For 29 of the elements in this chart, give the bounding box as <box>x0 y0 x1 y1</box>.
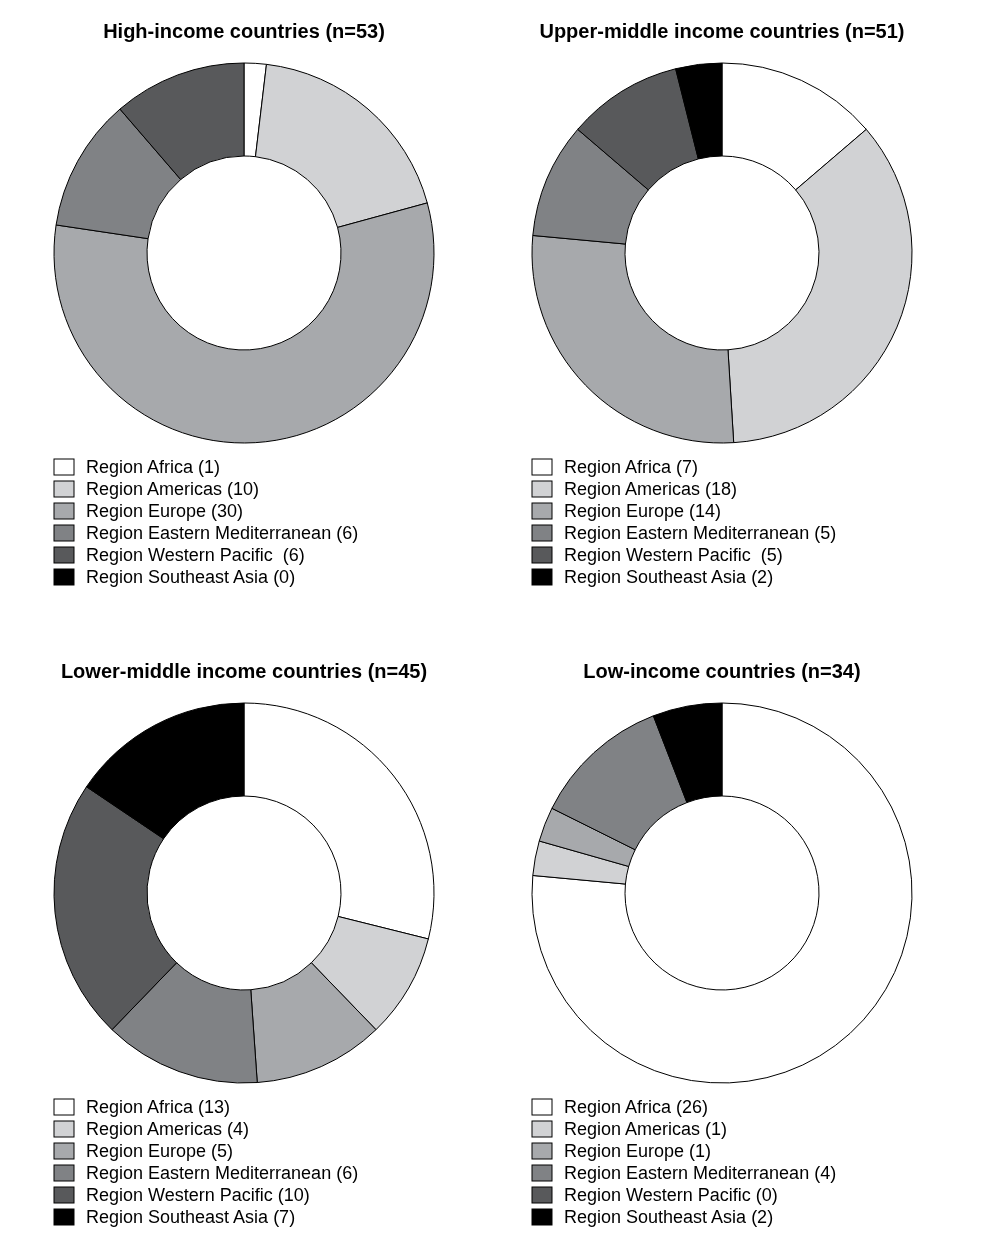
legend-label: Region Africa (26) <box>564 1097 709 1117</box>
legend-label: Region Eastern Mediterranean (4) <box>564 1163 837 1183</box>
legend-label: Region Western Pacific (5) <box>564 545 783 565</box>
legend-label: Region Eastern Mediterranean (5) <box>564 523 837 543</box>
legend-label: Region Europe (30) <box>86 501 244 521</box>
legend-label: Region Eastern Mediterranean (6) <box>86 523 359 543</box>
legend-label: Region Eastern Mediterranean (6) <box>86 1163 359 1183</box>
legend-label: Region Africa (1) <box>86 457 221 477</box>
chart-title: Upper-middle income countries (n=51) <box>539 20 905 42</box>
legend-label: Region Americas (1) <box>564 1119 728 1139</box>
legend-label: Region Europe (5) <box>86 1141 234 1161</box>
legend-label: Region Americas (18) <box>564 479 738 499</box>
donut-slice <box>531 702 913 1084</box>
legend-label: Region Western Pacific (10) <box>86 1185 310 1205</box>
legend-label: Region Europe (14) <box>564 501 722 521</box>
legend-label: Region Southeast Asia (2) <box>564 1207 774 1227</box>
chart-title: High-income countries (n=53) <box>103 20 385 42</box>
legend-label: Region Africa (13) <box>86 1097 231 1117</box>
legend-label: Region Western Pacific (0) <box>564 1185 778 1205</box>
legend-label: Region Europe (1) <box>564 1141 712 1161</box>
chart-title: Lower-middle income countries (n=45) <box>60 660 428 682</box>
chart-title: Low-income countries (n=34) <box>583 660 861 682</box>
legend-label: Region Southeast Asia (7) <box>86 1207 296 1227</box>
legend-label: Region Americas (4) <box>86 1119 250 1139</box>
legend-label: Region Africa (7) <box>564 457 699 477</box>
legend-label: Region Southeast Asia (2) <box>564 567 774 587</box>
legend-label: Region Southeast Asia (0) <box>86 567 296 587</box>
legend-label: Region Americas (10) <box>86 479 260 499</box>
legend-label: Region Western Pacific (6) <box>86 545 305 565</box>
